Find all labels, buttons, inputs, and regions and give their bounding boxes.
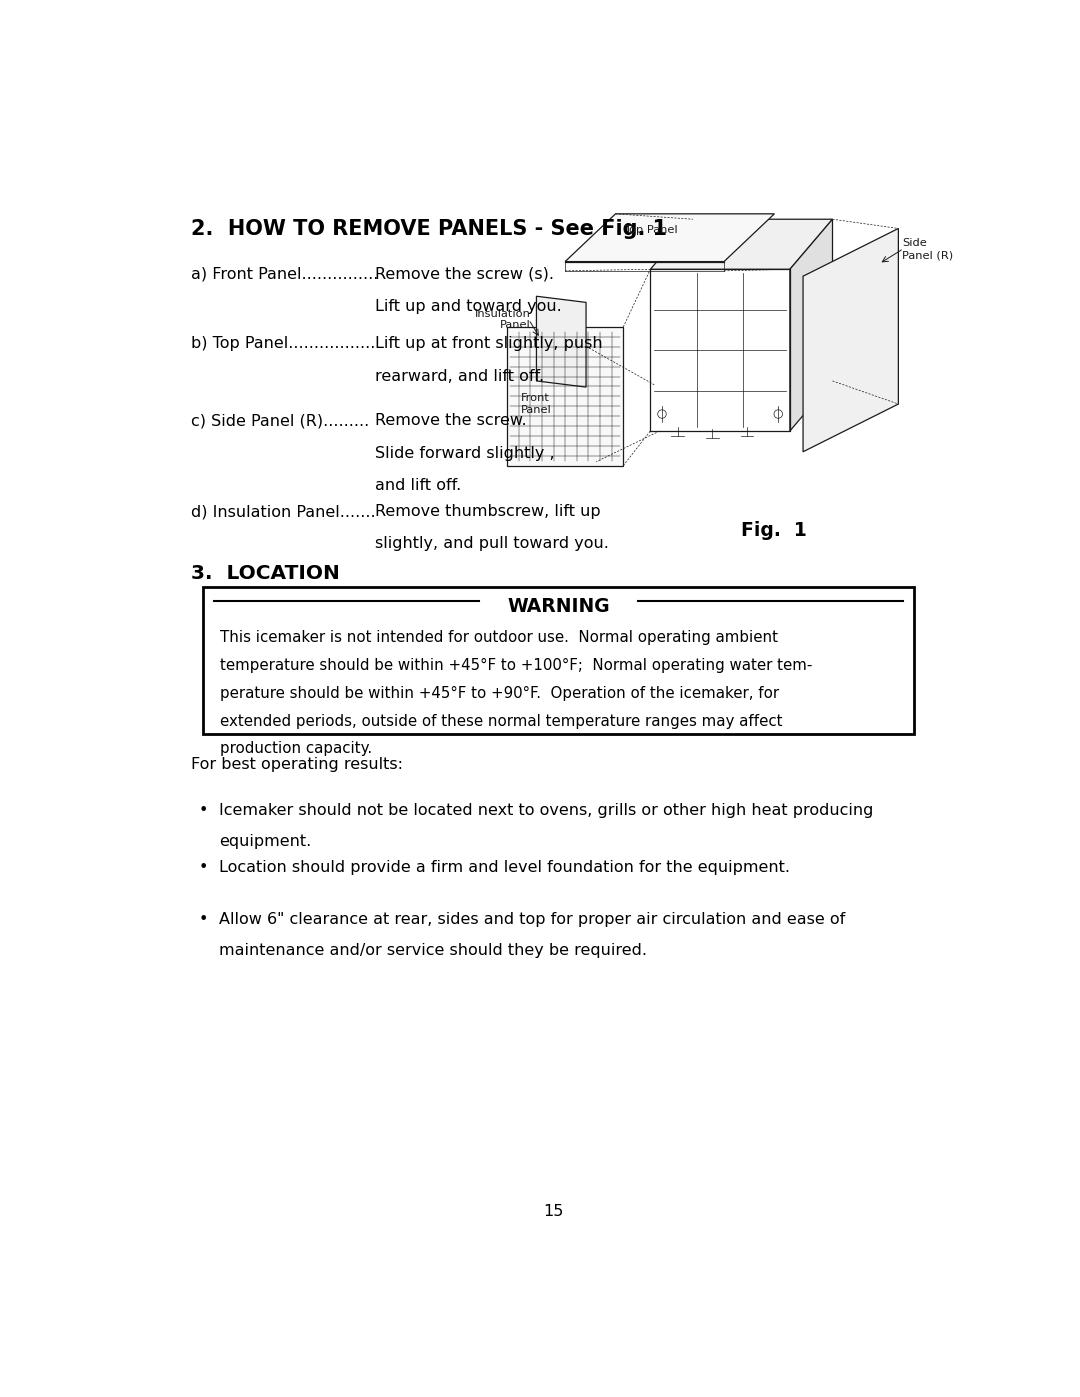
Text: Allow 6" clearance at rear, sides and top for proper air circulation and ease of: Allow 6" clearance at rear, sides and to… bbox=[218, 912, 845, 928]
Bar bbox=[203, 587, 914, 733]
Text: Side
Panel (R): Side Panel (R) bbox=[902, 239, 954, 260]
Text: production capacity.: production capacity. bbox=[220, 742, 373, 756]
Polygon shape bbox=[804, 229, 899, 451]
Polygon shape bbox=[565, 214, 774, 261]
Text: Lift up at front slightly, push: Lift up at front slightly, push bbox=[375, 337, 603, 351]
Polygon shape bbox=[789, 219, 833, 432]
Text: •: • bbox=[199, 861, 208, 875]
Polygon shape bbox=[650, 219, 833, 270]
Text: b) Top Panel.................: b) Top Panel................. bbox=[191, 337, 375, 351]
Text: 3.  LOCATION: 3. LOCATION bbox=[191, 564, 340, 583]
Text: extended periods, outside of these normal temperature ranges may affect: extended periods, outside of these norma… bbox=[220, 714, 783, 729]
Text: Slide forward slightly ,: Slide forward slightly , bbox=[375, 446, 555, 461]
Text: Remove thumbscrew, lift up: Remove thumbscrew, lift up bbox=[375, 504, 600, 520]
Polygon shape bbox=[537, 296, 586, 387]
Text: maintenance and/or service should they be required.: maintenance and/or service should they b… bbox=[218, 943, 647, 958]
Text: 15: 15 bbox=[543, 1204, 564, 1218]
Text: a) Front Panel...............: a) Front Panel............... bbox=[191, 267, 378, 282]
Text: Location should provide a firm and level foundation for the equipment.: Location should provide a firm and level… bbox=[218, 861, 789, 875]
Text: and lift off.: and lift off. bbox=[375, 478, 461, 493]
Text: Top Panel: Top Panel bbox=[624, 225, 677, 235]
Text: perature should be within +45°F to +90°F.  Operation of the icemaker, for: perature should be within +45°F to +90°F… bbox=[220, 686, 780, 701]
Text: c) Side Panel (R).........: c) Side Panel (R)......... bbox=[191, 414, 374, 429]
Text: For best operating results:: For best operating results: bbox=[191, 757, 403, 771]
Text: •: • bbox=[199, 803, 208, 817]
Text: Remove the screw.: Remove the screw. bbox=[375, 414, 527, 429]
Text: 2.  HOW TO REMOVE PANELS - See Fig. 1: 2. HOW TO REMOVE PANELS - See Fig. 1 bbox=[191, 219, 667, 239]
Text: equipment.: equipment. bbox=[218, 834, 311, 849]
Text: WARNING: WARNING bbox=[508, 597, 610, 616]
Text: Fig.  1: Fig. 1 bbox=[741, 521, 807, 541]
Text: temperature should be within +45°F to +100°F;  Normal operating water tem-: temperature should be within +45°F to +1… bbox=[220, 658, 812, 673]
Text: Front
Panel: Front Panel bbox=[521, 393, 552, 415]
Text: Remove the screw (s).: Remove the screw (s). bbox=[375, 267, 554, 282]
Text: Insulation
Panel: Insulation Panel bbox=[474, 309, 530, 330]
Text: Icemaker should not be located next to ovens, grills or other high heat producin: Icemaker should not be located next to o… bbox=[218, 803, 873, 817]
Text: •: • bbox=[199, 912, 208, 928]
Text: slightly, and pull toward you.: slightly, and pull toward you. bbox=[375, 536, 609, 552]
Text: rearward, and lift off.: rearward, and lift off. bbox=[375, 369, 544, 384]
Text: d) Insulation Panel.......: d) Insulation Panel....... bbox=[191, 504, 376, 520]
Text: This icemaker is not intended for outdoor use.  Normal operating ambient: This icemaker is not intended for outdoo… bbox=[220, 630, 779, 645]
Text: Lift up and toward you.: Lift up and toward you. bbox=[375, 299, 562, 314]
Polygon shape bbox=[507, 327, 623, 465]
